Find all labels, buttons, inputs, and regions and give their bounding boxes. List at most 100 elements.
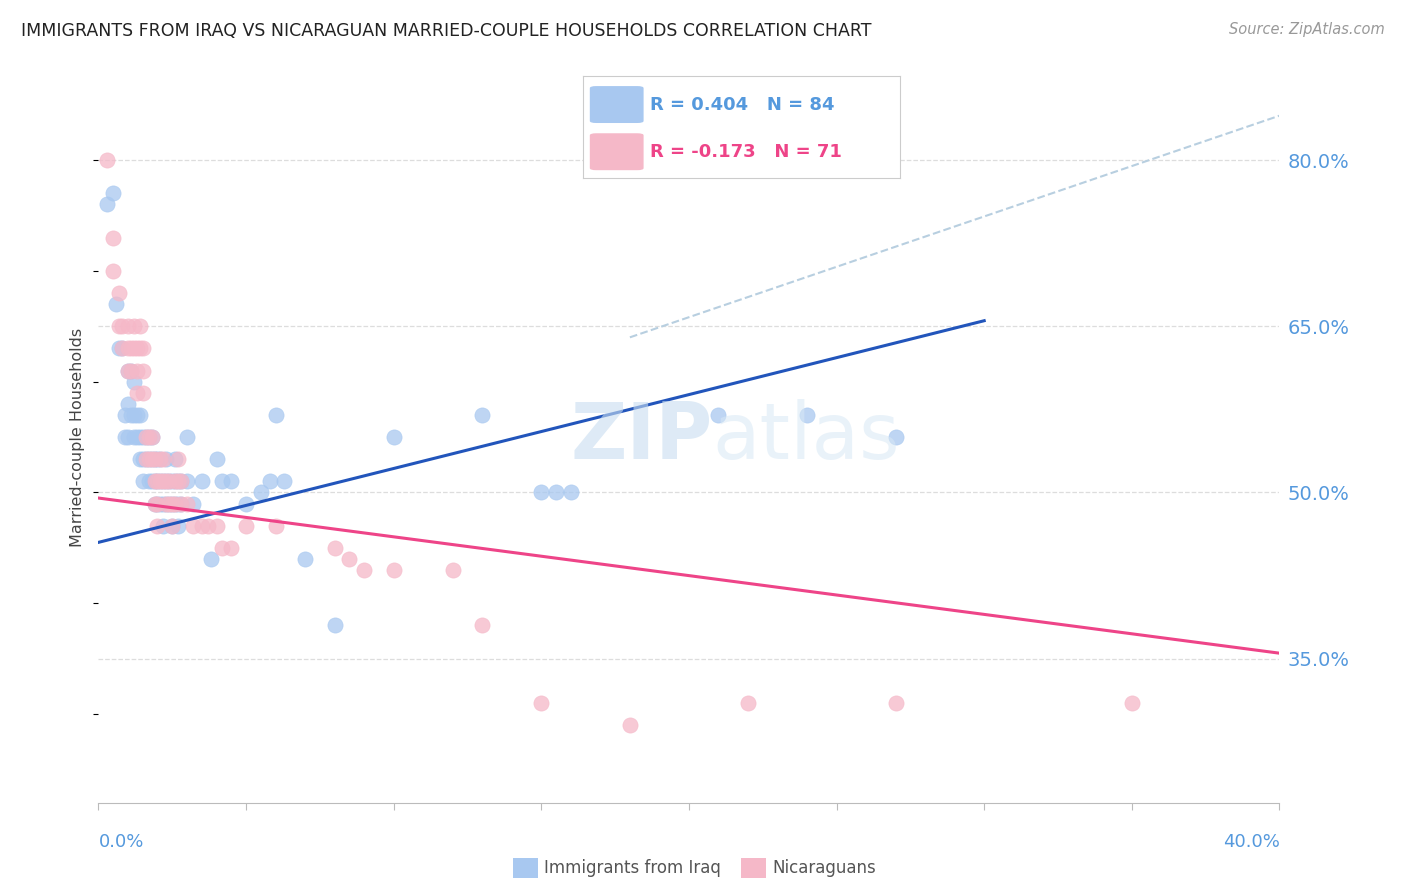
- Point: [162, 497, 183, 511]
- Point: [250, 485, 273, 500]
- Point: [105, 297, 128, 311]
- Point: [122, 342, 145, 356]
- Point: [382, 430, 405, 444]
- Point: [273, 475, 295, 489]
- Point: [155, 497, 177, 511]
- Point: [471, 408, 494, 422]
- Point: [170, 497, 193, 511]
- Point: [176, 430, 198, 444]
- Point: [176, 497, 198, 511]
- Point: [117, 363, 139, 377]
- Point: [141, 430, 163, 444]
- Point: [149, 497, 172, 511]
- Point: [162, 518, 183, 533]
- Point: [122, 408, 145, 422]
- Point: [205, 452, 228, 467]
- Point: [143, 452, 166, 467]
- Point: [122, 319, 145, 334]
- Point: [323, 541, 346, 555]
- Point: [132, 475, 155, 489]
- Point: [146, 452, 169, 467]
- Text: 0.0%: 0.0%: [98, 833, 143, 851]
- Point: [162, 475, 183, 489]
- Point: [125, 385, 148, 400]
- Point: [122, 430, 145, 444]
- Point: [155, 497, 177, 511]
- Point: [170, 497, 193, 511]
- Point: [117, 319, 139, 334]
- Point: [152, 475, 174, 489]
- Text: Source: ZipAtlas.com: Source: ZipAtlas.com: [1229, 22, 1385, 37]
- Point: [125, 430, 148, 444]
- Point: [141, 452, 163, 467]
- Point: [530, 485, 553, 500]
- Point: [219, 475, 242, 489]
- Point: [96, 197, 118, 211]
- Point: [96, 153, 118, 167]
- Point: [294, 552, 316, 566]
- Point: [149, 452, 172, 467]
- Point: [155, 475, 177, 489]
- Point: [191, 518, 214, 533]
- Point: [138, 452, 160, 467]
- Point: [157, 475, 180, 489]
- Point: [128, 342, 150, 356]
- Point: [143, 497, 166, 511]
- Text: Immigrants from Iraq: Immigrants from Iraq: [544, 859, 721, 877]
- Point: [135, 430, 157, 444]
- Point: [114, 408, 136, 422]
- Point: [152, 518, 174, 533]
- Point: [117, 397, 139, 411]
- Point: [108, 342, 131, 356]
- Point: [125, 363, 148, 377]
- Point: [264, 518, 287, 533]
- Point: [165, 452, 187, 467]
- Point: [619, 718, 641, 732]
- Point: [162, 497, 183, 511]
- Point: [157, 475, 180, 489]
- Point: [143, 452, 166, 467]
- Point: [146, 518, 169, 533]
- Point: [165, 497, 187, 511]
- Point: [132, 385, 155, 400]
- Text: 40.0%: 40.0%: [1223, 833, 1279, 851]
- Point: [128, 408, 150, 422]
- Point: [132, 342, 155, 356]
- Point: [884, 430, 907, 444]
- Point: [146, 475, 169, 489]
- Text: ZIP: ZIP: [571, 399, 713, 475]
- Point: [235, 497, 257, 511]
- Point: [141, 452, 163, 467]
- Point: [149, 452, 172, 467]
- Point: [167, 452, 190, 467]
- Point: [205, 518, 228, 533]
- Point: [128, 430, 150, 444]
- Point: [200, 552, 222, 566]
- Point: [197, 518, 219, 533]
- Point: [125, 408, 148, 422]
- Point: [120, 408, 142, 422]
- Point: [181, 497, 204, 511]
- Point: [108, 285, 131, 300]
- Point: [323, 618, 346, 632]
- Point: [146, 475, 169, 489]
- Point: [167, 475, 190, 489]
- Point: [530, 696, 553, 710]
- Point: [339, 552, 360, 566]
- Text: IMMIGRANTS FROM IRAQ VS NICARAGUAN MARRIED-COUPLE HOUSEHOLDS CORRELATION CHART: IMMIGRANTS FROM IRAQ VS NICARAGUAN MARRI…: [21, 22, 872, 40]
- Point: [120, 363, 142, 377]
- Point: [149, 475, 172, 489]
- Point: [132, 363, 155, 377]
- Point: [117, 430, 139, 444]
- Point: [120, 363, 142, 377]
- Point: [146, 497, 169, 511]
- Text: R = 0.404   N = 84: R = 0.404 N = 84: [650, 95, 834, 113]
- Point: [382, 563, 405, 577]
- Point: [165, 497, 187, 511]
- FancyBboxPatch shape: [591, 133, 644, 170]
- Point: [471, 618, 494, 632]
- Point: [167, 475, 190, 489]
- Point: [157, 497, 180, 511]
- Point: [259, 475, 281, 489]
- Point: [128, 452, 150, 467]
